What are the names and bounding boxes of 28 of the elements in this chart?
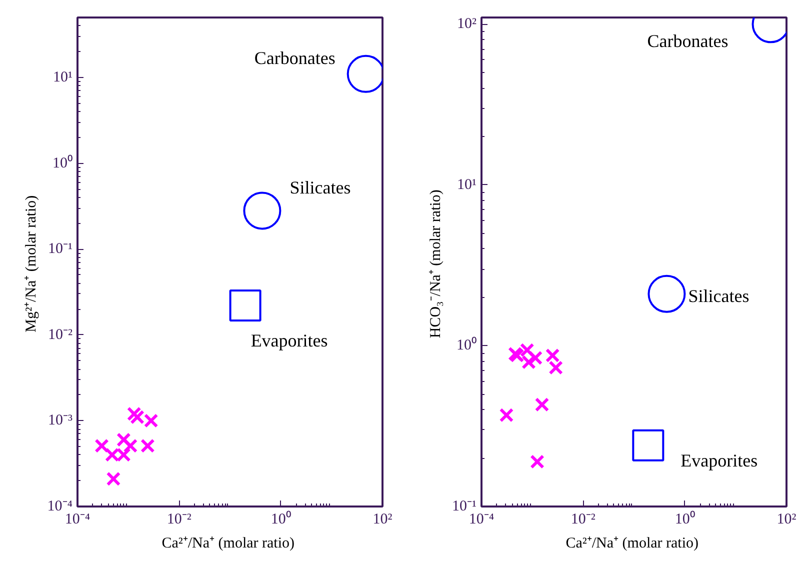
series-label: Silicates — [290, 178, 351, 198]
x-tick-label: 10⁻² — [166, 512, 192, 528]
x-tick-label: 10² — [776, 512, 797, 528]
y-tick-label: 10¹ — [53, 69, 73, 86]
series-label: Evaporites — [680, 450, 758, 470]
x-tick-label: 10⁻² — [570, 512, 596, 528]
x-tick-label: 10² — [372, 512, 393, 528]
x-axis-title: Ca²⁺/Na⁺ (molar ratio) — [566, 536, 699, 552]
series-label: Carbonates — [254, 48, 336, 68]
x-axis-title: Ca²⁺/Na⁺ (molar ratio) — [162, 536, 295, 552]
y-tick-label: 10⁻⁴ — [47, 498, 73, 514]
y-tick-label: 10⁰ — [52, 154, 72, 172]
x-tick-label: 10⁰ — [674, 510, 695, 528]
y-tick-label: 10² — [457, 16, 478, 32]
y-tick-label: 10⁻¹ — [452, 498, 477, 514]
series-label: Silicates — [688, 286, 750, 306]
x-tick-label: 10⁻⁴ — [468, 512, 494, 528]
y-tick-label: 10⁻³ — [48, 412, 74, 429]
y-tick-label: 10¹ — [457, 176, 477, 193]
x-tick-label: 10⁰ — [270, 510, 291, 528]
y-axis-title: Mg²⁺/Na⁺ (molar ratio) — [23, 195, 40, 332]
series-label: Evaporites — [250, 330, 328, 351]
series-label: Carbonates — [647, 31, 728, 52]
y-axis-title: HCO₃⁻/Na⁺ (molar ratio) — [428, 190, 444, 338]
x-tick-label: 10⁻⁴ — [64, 512, 90, 528]
y-tick-label: 10⁻² — [48, 326, 74, 343]
y-tick-label: 10⁰ — [456, 336, 476, 354]
y-tick-label: 10⁻¹ — [48, 241, 73, 258]
